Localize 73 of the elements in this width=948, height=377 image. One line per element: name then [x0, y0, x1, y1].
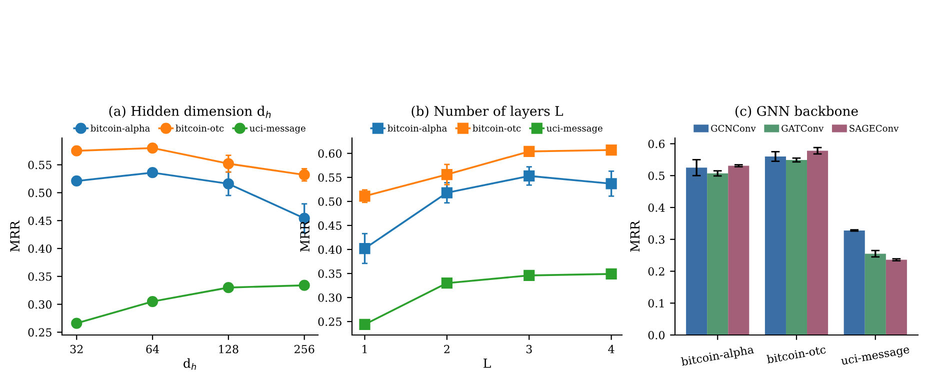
legend-label: uci-message [250, 124, 306, 134]
y-tick-label: 0.30 [28, 300, 52, 309]
y-tick-label: 0.55 [28, 160, 52, 170]
y-tick-label: 0.0 [648, 330, 665, 340]
point [606, 268, 617, 280]
bar [728, 166, 750, 335]
x-tick-label: 3 [526, 344, 532, 354]
x-axis-title: L [484, 358, 491, 368]
chart-title: (a) Hidden dimension d$_{h}$ [109, 106, 271, 118]
legend-label: GCNConv [711, 124, 756, 132]
y-tick-label: 0.55 [318, 173, 342, 182]
bar [844, 230, 865, 335]
x-tick-label: 256 [294, 344, 314, 354]
y-tick-label: 0.40 [318, 245, 342, 254]
y-tick-label: 0.45 [318, 221, 342, 230]
y-tick-label: 0.4 [648, 203, 665, 212]
y-tick-label: 0.25 [28, 328, 52, 337]
bar [786, 160, 808, 335]
y-tick-label: 0.50 [28, 188, 52, 198]
point [298, 280, 310, 291]
y-tick-label: 0.30 [318, 293, 342, 302]
y-tick-label: 0.45 [28, 216, 52, 225]
y-axis-title: MRR [10, 220, 20, 252]
legend-label: SAGEConv [850, 124, 899, 132]
point [524, 270, 535, 281]
x-axis-title: d$_{h}$ [184, 358, 196, 370]
point [71, 318, 82, 329]
chart-title: (b) Number of layers L [412, 106, 564, 119]
bar [886, 260, 907, 335]
point [146, 142, 158, 154]
point [359, 190, 370, 202]
x-tick-label: 64 [146, 344, 160, 354]
legend-label: bitcoin-otc [472, 124, 521, 132]
y-tick-label: 0.35 [318, 269, 342, 278]
legend-label: bitcoin-otc [176, 124, 224, 132]
y-tick-label: 0.2 [648, 267, 664, 276]
y-tick-label: 0.6 [648, 140, 665, 148]
y-tick-label: 0.50 [318, 197, 342, 206]
y-tick-label: 0.35 [28, 272, 52, 281]
x-tick-label: 1 [362, 344, 367, 354]
y-axis-title: MRR [300, 220, 310, 252]
x-tick-label: bitcoin-otc [766, 344, 826, 364]
legend-label: uci-message [546, 124, 602, 134]
point [71, 175, 82, 187]
y-tick-label: 0.3 [648, 235, 664, 244]
legend-label: GATConv [782, 124, 824, 132]
point [359, 242, 370, 254]
y-tick-label: 0.5 [648, 172, 664, 180]
bar [864, 254, 886, 335]
chart-title: (c) GNN backbone [735, 106, 858, 118]
point [524, 146, 535, 158]
legend-label: bitcoin-alpha [90, 124, 150, 134]
point [222, 282, 234, 294]
y-tick-label: 0.60 [318, 149, 342, 158]
x-tick-label: 32 [70, 344, 83, 354]
y-tick-label: 0.40 [28, 244, 52, 253]
x-tick-label: uci-message [840, 344, 910, 368]
bar [807, 150, 828, 335]
x-tick-label: 2 [444, 344, 450, 354]
point [71, 145, 82, 156]
bar [707, 173, 728, 335]
point [606, 144, 617, 156]
bar [686, 168, 708, 335]
point [146, 167, 158, 178]
y-axis-title: MRR [630, 220, 640, 252]
point [441, 278, 452, 289]
y-tick-label: 0.25 [318, 318, 342, 326]
x-tick-label: 4 [608, 344, 614, 354]
legend-label: bitcoin-alpha [388, 124, 447, 134]
x-tick-label: 128 [219, 344, 238, 354]
point [359, 318, 370, 330]
bar [764, 156, 786, 335]
y-tick-label: 0.1 [648, 299, 664, 308]
